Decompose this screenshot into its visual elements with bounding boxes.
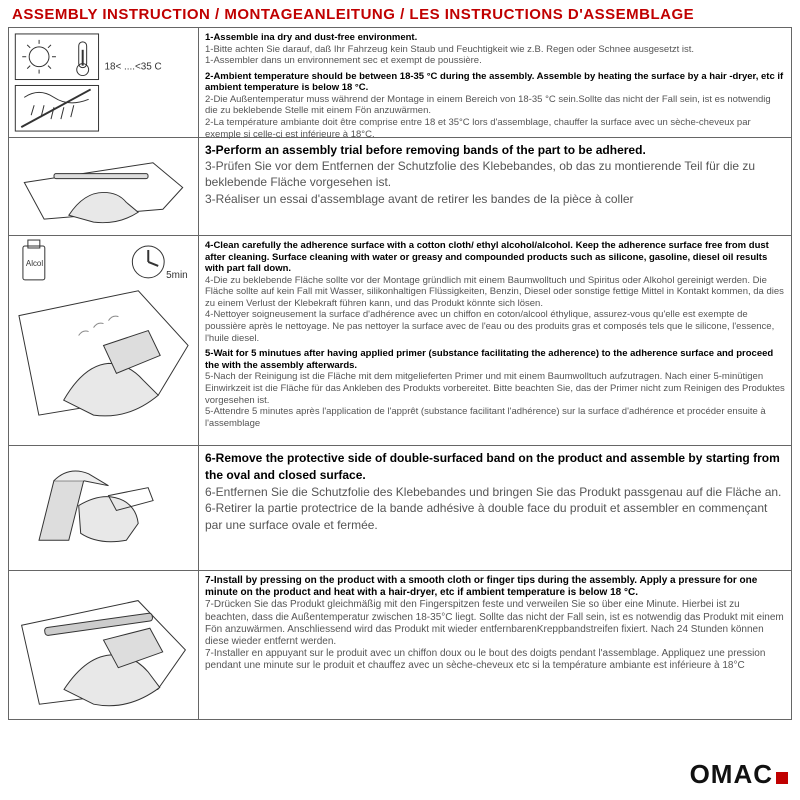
logo-text: OMAC [690,759,773,790]
step5-fr: 5-Attendre 5 minutes après l'application… [205,406,766,429]
text-row-5: 7-Install by pressing on the product wit… [199,571,791,719]
step5-en: 5-Wait for 5 minutues after having appli… [205,348,773,371]
step4-de: 4-Die zu beklebende Fläche sollte vor de… [205,275,784,309]
step3-fr: 3-Réaliser un essai d'assemblage avant d… [205,192,634,206]
illustration-clean: Alcol 5min [9,236,199,445]
step6-fr: 6-Retirer la partie protectrice de la ba… [205,501,767,532]
step5-de: 5-Nach der Reinigung ist die Fläche mit … [205,371,785,405]
illustration-trial [9,138,199,235]
text-row-3: 4-Clean carefully the adherence surface … [199,236,791,445]
instruction-row-1: 18< ....<35 C 1-Assemble ina dry and dus… [8,27,792,137]
step6-de: 6-Entfernen Sie die Schutzfolie des Kleb… [205,485,781,499]
step6-en: 6-Remove the protective side of double-s… [205,451,780,482]
temp-range-label: 18< ....<35 C [104,62,161,73]
step4-en: 4-Clean carefully the adherence surface … [205,240,769,274]
step7-de: 7-Drücken Sie das Produkt gleichmäßig mi… [205,599,784,647]
step1-en: 1-Assemble ina dry and dust-free environ… [205,32,417,43]
text-row-2: 3-Perform an assembly trial before remov… [199,138,791,235]
logo-dot-icon [776,772,788,784]
step2-en: 2-Ambient temperature should be between … [205,71,783,94]
illustration-peel [9,446,199,570]
instruction-row-5: 7-Install by pressing on the product wit… [8,570,792,720]
step7-en: 7-Install by pressing on the product wit… [205,575,757,598]
step2-de: 2-Die Außentemperatur muss während der M… [205,94,771,117]
step3-de: 3-Prüfen Sie vor dem Entfernen der Schut… [205,159,755,189]
time-label: 5min [166,270,188,281]
text-row-4: 6-Remove the protective side of double-s… [199,446,791,570]
step1-fr: 1-Assembler dans un environnement sec et… [205,55,482,66]
instruction-row-2: 3-Perform an assembly trial before remov… [8,137,792,235]
step4-fr: 4-Nettoyer soigneusement la surface d'ad… [205,309,774,343]
step7-fr: 7-Installer en appuyant sur le produit a… [205,648,765,671]
illustration-press [9,571,199,719]
illustration-environment: 18< ....<35 C [9,28,199,137]
instruction-row-3: Alcol 5min 4-Clean carefully the adheren… [8,235,792,445]
instruction-rows: 18< ....<35 C 1-Assemble ina dry and dus… [8,27,792,748]
brand-logo: OMAC [690,759,788,790]
page-title: ASSEMBLY INSTRUCTION / MONTAGEANLEITUNG … [8,0,792,27]
alcohol-label: Alcol [26,259,43,268]
step3-en: 3-Perform an assembly trial before remov… [205,143,646,157]
step1-de: 1-Bitte achten Sie darauf, daß Ihr Fahrz… [205,44,694,55]
instruction-sheet: ASSEMBLY INSTRUCTION / MONTAGEANLEITUNG … [0,0,800,800]
footer: OMAC [8,748,792,794]
text-row-1: 1-Assemble ina dry and dust-free environ… [199,28,791,137]
instruction-row-4: 6-Remove the protective side of double-s… [8,445,792,570]
